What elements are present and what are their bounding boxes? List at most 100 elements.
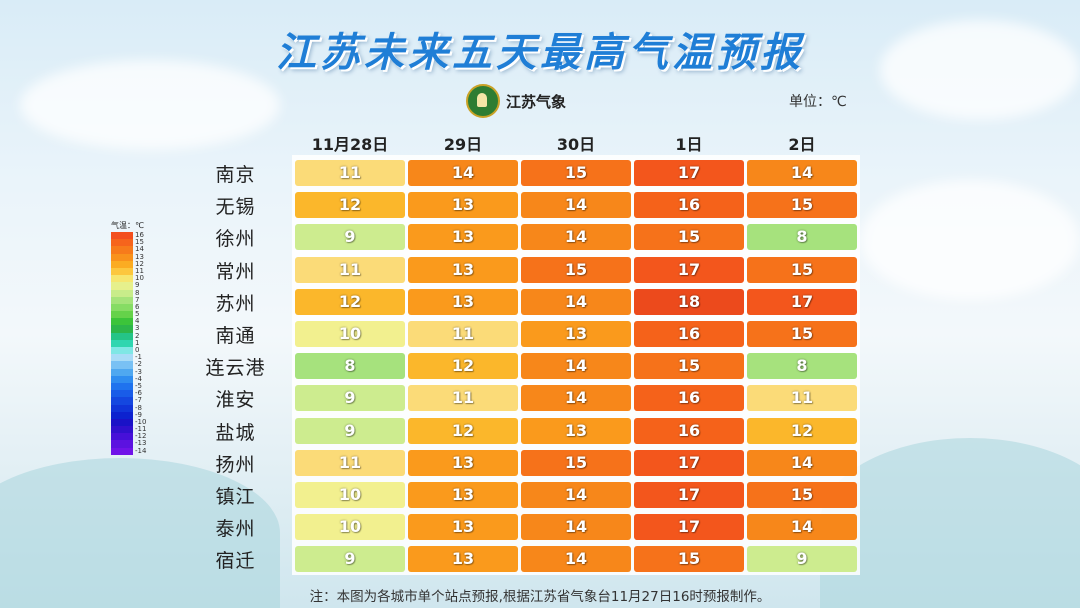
legend-swatch bbox=[111, 361, 133, 369]
city-name: 镇江 bbox=[215, 486, 256, 508]
legend-swatch bbox=[111, 390, 133, 398]
temperature-cell: 14 bbox=[521, 385, 631, 412]
legend-item: -7 bbox=[111, 396, 156, 405]
legend-label: 12 bbox=[135, 259, 144, 268]
legend-label: 11 bbox=[135, 266, 144, 275]
temperature-cell: 10 bbox=[295, 482, 405, 508]
legend-item: 3 bbox=[111, 324, 156, 333]
temperature-cell: 14 bbox=[521, 288, 631, 315]
legend-label: -10 bbox=[135, 417, 147, 426]
legend-item: 11 bbox=[111, 266, 156, 276]
legend-swatch bbox=[111, 418, 133, 427]
legend-item: 7 bbox=[111, 296, 156, 304]
temperature-cell: 15 bbox=[747, 192, 857, 219]
temperature-cell: 8 bbox=[295, 353, 405, 380]
temperature-cell: 17 bbox=[634, 160, 744, 186]
temperature-cell: 12 bbox=[295, 288, 405, 315]
temperature-cell: 14 bbox=[408, 160, 518, 186]
legend-item: -14 bbox=[111, 446, 156, 455]
legend-item: 8 bbox=[111, 288, 156, 297]
legend-label: -11 bbox=[135, 425, 147, 434]
legend-label: 0 bbox=[135, 346, 140, 354]
legend-label: 14 bbox=[135, 245, 144, 254]
legend-item: -10 bbox=[111, 417, 156, 427]
logo-text: 江苏气象 bbox=[506, 92, 567, 111]
temperature-cell: 17 bbox=[634, 482, 744, 508]
legend-swatch bbox=[111, 311, 133, 319]
unit-label: 单位：℃ bbox=[789, 94, 847, 110]
legend-label: -1 bbox=[135, 353, 142, 362]
legend-swatch bbox=[111, 303, 133, 312]
temperature-cell: 9 bbox=[295, 224, 405, 251]
legend-label: 2 bbox=[135, 331, 140, 340]
temperature-cell: 10 bbox=[295, 514, 405, 541]
temperature-cell: 13 bbox=[408, 546, 518, 573]
city-name: 淮安 bbox=[215, 389, 256, 412]
legend-label: -3 bbox=[135, 367, 142, 376]
city-name: 扬州 bbox=[215, 453, 256, 476]
city-name: 苏州 bbox=[215, 292, 256, 315]
legend-swatch bbox=[111, 426, 133, 434]
city-name: 泰州 bbox=[215, 518, 256, 541]
legend-swatch bbox=[111, 325, 133, 333]
temperature-cell: 13 bbox=[521, 417, 631, 444]
temperature-cell: 16 bbox=[634, 192, 744, 219]
legend-swatch bbox=[111, 440, 133, 448]
legend-label: 6 bbox=[135, 302, 140, 311]
legend-swatch bbox=[111, 382, 133, 391]
temperature-cell: 13 bbox=[408, 482, 518, 508]
legend-swatch bbox=[111, 433, 133, 441]
legend-item: 1 bbox=[111, 339, 156, 347]
temperature-cell: 9 bbox=[295, 385, 405, 412]
legend-label: 3 bbox=[135, 324, 140, 333]
temperature-cell: 17 bbox=[634, 256, 744, 283]
legend-item: 16 bbox=[111, 231, 156, 240]
legend-swatch bbox=[111, 347, 133, 355]
legend-item: 14 bbox=[111, 245, 156, 254]
legend-label: -4 bbox=[135, 374, 142, 383]
legend-swatch bbox=[111, 253, 133, 261]
legend-swatch bbox=[111, 447, 133, 455]
legend-swatch bbox=[111, 282, 133, 290]
temperature-cell: 15 bbox=[634, 353, 744, 380]
temperature-cell: 11 bbox=[295, 160, 405, 186]
temperature-legend: 气温：℃ 16 15 14 13 12 11 10 9 8 7 6 5 4 3 2 1 0 -1 -2 -3 -4 -5-… bbox=[111, 220, 156, 455]
temperature-cell: 17 bbox=[747, 288, 857, 315]
temperature-cell: 13 bbox=[408, 449, 518, 476]
legend-label: 9 bbox=[135, 281, 140, 290]
temperature-cell: 14 bbox=[747, 160, 857, 186]
city-name: 宿迁 bbox=[215, 550, 256, 573]
legend-label: 16 bbox=[135, 231, 144, 239]
legend-swatch bbox=[111, 411, 133, 419]
legend-label: -14 bbox=[135, 446, 147, 455]
legend-label: 5 bbox=[135, 310, 140, 319]
legend-label: 8 bbox=[135, 288, 140, 297]
temperature-cell: 17 bbox=[634, 514, 744, 541]
temperature-cell: 13 bbox=[408, 256, 518, 283]
legend-swatch bbox=[111, 354, 133, 362]
temperature-cell: 16 bbox=[634, 321, 744, 347]
temperature-cell: 13 bbox=[408, 224, 518, 251]
temperature-cell: 11 bbox=[295, 256, 405, 283]
legend-label: 15 bbox=[135, 238, 144, 247]
temperature-cell: 14 bbox=[521, 514, 631, 541]
meteorology-emblem-icon bbox=[466, 84, 500, 118]
legend-label: 13 bbox=[135, 252, 144, 261]
temperature-cell: 14 bbox=[521, 353, 631, 380]
jiangsu-meteorology-logo: 江苏气象 bbox=[466, 84, 566, 118]
legend-label: -6 bbox=[135, 389, 142, 398]
legend-item: 15 bbox=[111, 238, 156, 247]
temperature-cell: 14 bbox=[521, 224, 631, 251]
temperature-cell: 18 bbox=[634, 288, 744, 315]
temperature-cell: 8 bbox=[747, 353, 857, 380]
legend-swatch bbox=[111, 318, 133, 326]
temperature-cell: 15 bbox=[747, 256, 857, 283]
legend-swatch bbox=[111, 332, 133, 340]
legend-item: -9 bbox=[111, 411, 156, 419]
legend-swatch bbox=[111, 368, 133, 376]
legend-item: 10 bbox=[111, 274, 156, 283]
legend-swatch bbox=[111, 232, 133, 240]
city-name: 盐城 bbox=[215, 421, 256, 444]
temperature-cell: 15 bbox=[747, 321, 857, 347]
legend-label: -5 bbox=[135, 381, 142, 390]
